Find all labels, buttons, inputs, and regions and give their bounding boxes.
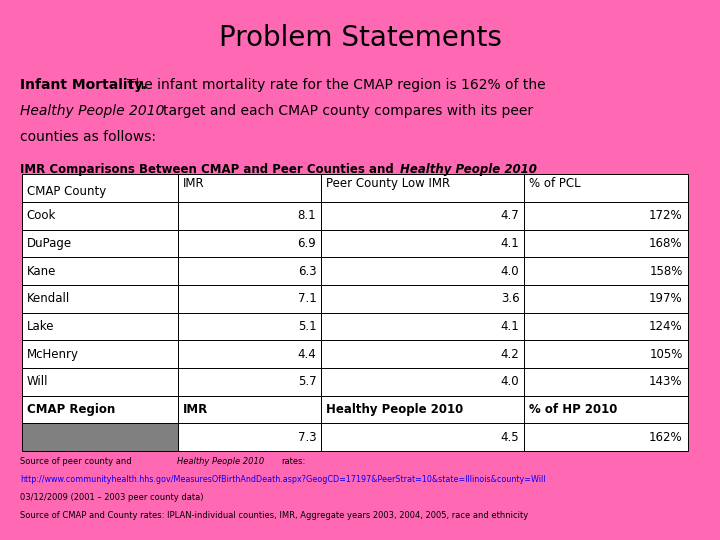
Text: McHenry: McHenry <box>27 348 78 361</box>
Text: 5.7: 5.7 <box>297 375 316 388</box>
Bar <box>22 313 178 340</box>
Text: % of HP 2010: % of HP 2010 <box>529 403 618 416</box>
Text: 6.3: 6.3 <box>297 265 316 278</box>
Text: Healthy People 2010: Healthy People 2010 <box>400 163 536 176</box>
Text: Healthy People 2010: Healthy People 2010 <box>326 403 464 416</box>
Text: Kendall: Kendall <box>27 292 70 305</box>
Text: DuPage: DuPage <box>27 237 72 250</box>
Text: Healthy People 2010: Healthy People 2010 <box>20 104 165 118</box>
Text: CMAP County: CMAP County <box>27 185 106 198</box>
Text: 158%: 158% <box>649 265 683 278</box>
Text: counties as follows:: counties as follows: <box>20 130 156 144</box>
Bar <box>22 368 178 396</box>
Text: Problem Statements: Problem Statements <box>219 24 501 52</box>
Bar <box>321 285 524 313</box>
Bar <box>524 202 688 230</box>
Text: 4.4: 4.4 <box>297 348 316 361</box>
Bar <box>524 258 688 285</box>
Text: 4.7: 4.7 <box>500 210 519 222</box>
Text: Lake: Lake <box>27 320 54 333</box>
Bar <box>178 285 321 313</box>
Bar <box>321 423 524 451</box>
Text: Peer County Low IMR: Peer County Low IMR <box>326 177 451 190</box>
Bar <box>22 396 178 423</box>
Bar <box>178 202 321 230</box>
Bar <box>22 285 178 313</box>
Text: 4.0: 4.0 <box>501 265 519 278</box>
Text: % of PCL: % of PCL <box>529 177 581 190</box>
Text: 4.0: 4.0 <box>501 375 519 388</box>
Bar <box>321 313 524 340</box>
Bar <box>178 396 321 423</box>
Text: 143%: 143% <box>649 375 683 388</box>
Bar <box>22 423 178 451</box>
Bar <box>524 285 688 313</box>
Text: Source of CMAP and County rates: IPLAN-individual counties, IMR, Aggregate years: Source of CMAP and County rates: IPLAN-i… <box>20 511 528 520</box>
Text: rates:: rates: <box>281 457 305 467</box>
Text: 168%: 168% <box>649 237 683 250</box>
Text: IMR Comparisons Between CMAP and Peer Counties and: IMR Comparisons Between CMAP and Peer Co… <box>20 163 398 176</box>
Bar <box>321 368 524 396</box>
Bar <box>321 340 524 368</box>
Text: 124%: 124% <box>649 320 683 333</box>
Bar <box>321 258 524 285</box>
Text: Kane: Kane <box>27 265 56 278</box>
Bar <box>321 396 524 423</box>
Text: Will: Will <box>27 375 48 388</box>
Text: Cook: Cook <box>27 210 56 222</box>
Text: 5.1: 5.1 <box>297 320 316 333</box>
Text: 7.1: 7.1 <box>297 292 316 305</box>
Text: IMR: IMR <box>183 177 204 190</box>
Bar <box>178 230 321 258</box>
Text: 3.6: 3.6 <box>501 292 519 305</box>
Bar <box>178 340 321 368</box>
Bar <box>178 313 321 340</box>
Bar <box>524 340 688 368</box>
Bar <box>178 174 321 202</box>
Bar <box>524 174 688 202</box>
Bar <box>22 230 178 258</box>
Bar <box>321 230 524 258</box>
Text: 8.1: 8.1 <box>297 210 316 222</box>
Text: 03/12/2009 (2001 – 2003 peer county data): 03/12/2009 (2001 – 2003 peer county data… <box>20 493 204 502</box>
Text: 4.5: 4.5 <box>501 430 519 443</box>
Bar <box>321 174 524 202</box>
Bar <box>22 258 178 285</box>
Text: target and each CMAP county compares with its peer: target and each CMAP county compares wit… <box>163 104 533 118</box>
Bar <box>524 313 688 340</box>
Text: 4.1: 4.1 <box>500 320 519 333</box>
Bar <box>22 174 178 202</box>
Bar <box>524 396 688 423</box>
Text: CMAP Region: CMAP Region <box>27 403 115 416</box>
Bar <box>321 202 524 230</box>
Text: 4.1: 4.1 <box>500 237 519 250</box>
Text: 172%: 172% <box>649 210 683 222</box>
Bar <box>22 340 178 368</box>
Bar <box>178 423 321 451</box>
Text: 162%: 162% <box>649 430 683 443</box>
Text: 105%: 105% <box>649 348 683 361</box>
Bar <box>524 368 688 396</box>
Text: 6.9: 6.9 <box>297 237 316 250</box>
Text: Infant Mortality.: Infant Mortality. <box>20 78 148 92</box>
Bar <box>524 423 688 451</box>
Text: Source of peer county and: Source of peer county and <box>20 457 132 467</box>
Text: The infant mortality rate for the CMAP region is 162% of the: The infant mortality rate for the CMAP r… <box>127 78 545 92</box>
Bar <box>22 202 178 230</box>
Text: IMR: IMR <box>183 403 208 416</box>
Text: 197%: 197% <box>649 292 683 305</box>
Bar <box>178 368 321 396</box>
Bar <box>524 230 688 258</box>
Text: Healthy People 2010: Healthy People 2010 <box>177 457 264 467</box>
Text: http://www.communityhealth.hhs.gov/MeasuresOfBirthAndDeath.aspx?GeogCD=17197&Pee: http://www.communityhealth.hhs.gov/Measu… <box>20 475 546 484</box>
Text: 4.2: 4.2 <box>500 348 519 361</box>
Bar <box>178 258 321 285</box>
Text: 7.3: 7.3 <box>297 430 316 443</box>
